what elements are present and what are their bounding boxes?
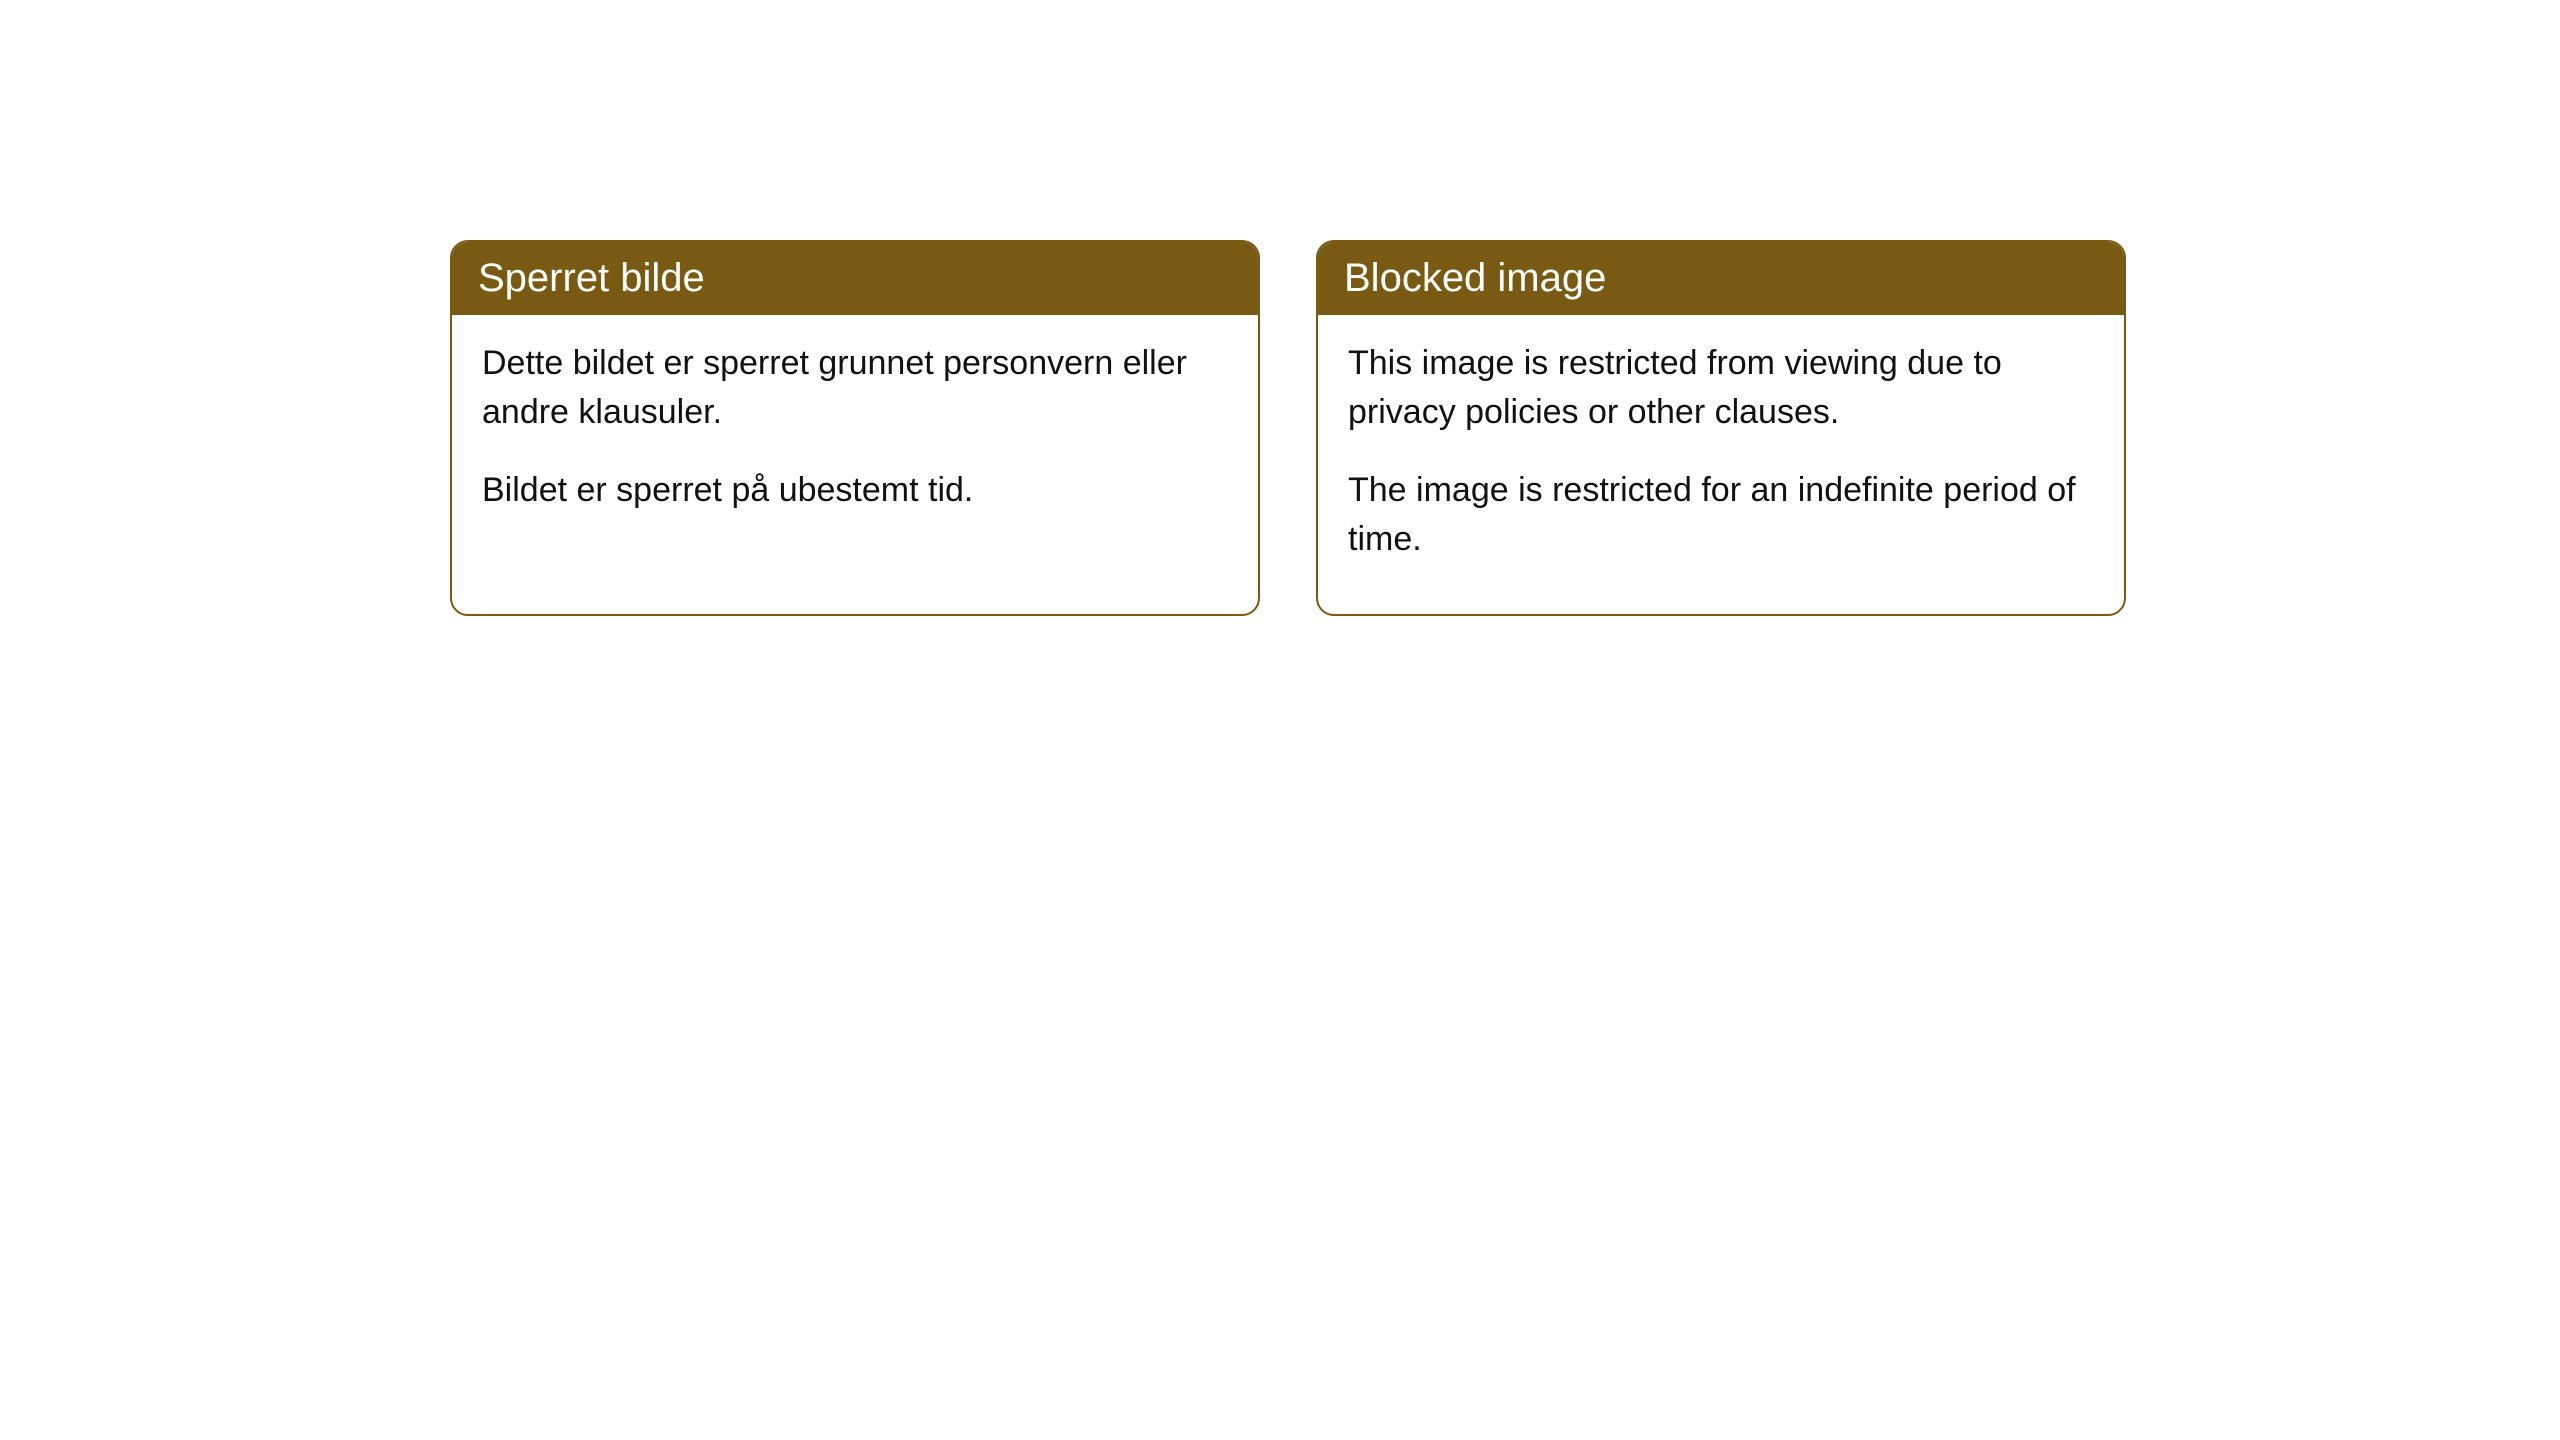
notice-card-norwegian: Sperret bilde Dette bildet er sperret gr…	[450, 240, 1260, 616]
card-body: This image is restricted from viewing du…	[1318, 315, 2124, 614]
card-paragraph: The image is restricted for an indefinit…	[1348, 466, 2094, 565]
card-title: Blocked image	[1344, 256, 1606, 300]
card-paragraph: Dette bildet er sperret grunnet personve…	[482, 339, 1228, 438]
notice-card-english: Blocked image This image is restricted f…	[1316, 240, 2126, 616]
notice-container: Sperret bilde Dette bildet er sperret gr…	[0, 0, 2560, 616]
card-paragraph: This image is restricted from viewing du…	[1348, 339, 2094, 438]
card-body: Dette bildet er sperret grunnet personve…	[452, 315, 1258, 565]
card-paragraph: Bildet er sperret på ubestemt tid.	[482, 466, 1228, 515]
card-header: Blocked image	[1318, 242, 2124, 315]
card-title: Sperret bilde	[478, 256, 705, 300]
card-header: Sperret bilde	[452, 242, 1258, 315]
